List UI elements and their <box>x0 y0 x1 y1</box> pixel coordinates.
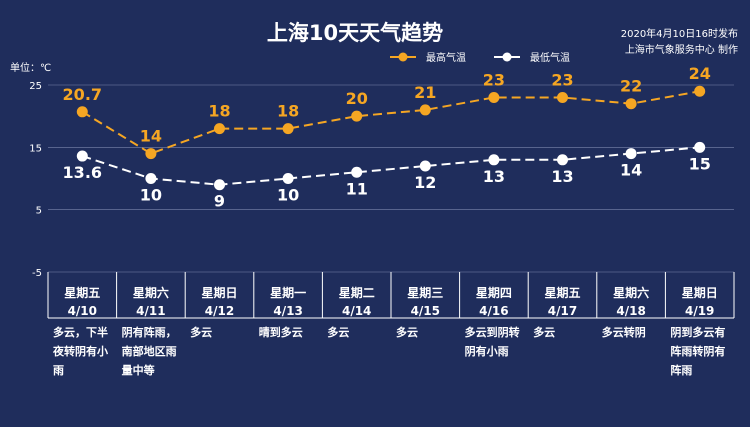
data-point-low <box>419 160 431 172</box>
data-point-high <box>145 148 157 160</box>
weather-condition: 多云 <box>327 325 349 339</box>
data-point-low <box>488 154 500 166</box>
weather-condition: 量中等 <box>122 363 155 377</box>
weather-condition: 多云 <box>533 325 555 339</box>
date-label: 4/12 <box>205 304 234 318</box>
y-tick-label: 5 <box>36 206 42 217</box>
data-point-high <box>625 98 637 110</box>
weekday-label: 星期四 <box>476 285 512 300</box>
data-label-high: 18 <box>277 102 299 121</box>
data-label-low: 9 <box>214 192 225 211</box>
weekday-label: 星期六 <box>613 285 649 300</box>
data-label-high: 23 <box>483 70 505 89</box>
date-label: 4/13 <box>273 304 302 318</box>
data-label-low: 14 <box>620 161 642 180</box>
weather-condition: 阴有阵雨， <box>122 325 177 339</box>
weekday-label: 星期三 <box>407 285 443 300</box>
data-point-low <box>694 141 706 153</box>
data-label-high: 24 <box>689 64 711 83</box>
weekday-label: 星期六 <box>133 285 169 300</box>
date-label: 4/14 <box>342 304 371 318</box>
weather-condition: 多云到阴转 <box>465 325 520 339</box>
y-axis-ticks: 25 15 5 -5 <box>29 81 42 279</box>
y-tick-label: -5 <box>32 268 42 279</box>
data-label-high: 20.7 <box>63 85 102 104</box>
data-label-high: 21 <box>414 83 436 102</box>
data-point-low <box>282 173 294 184</box>
weather-condition: 阴有小雨 <box>465 344 509 358</box>
data-point-low <box>214 179 225 191</box>
weekday-label: 星期日 <box>201 285 237 300</box>
data-label-high: 23 <box>551 70 573 89</box>
data-label-high: 22 <box>620 77 642 96</box>
data-point-high <box>282 123 294 135</box>
date-label: 4/10 <box>68 304 97 318</box>
weekday-label: 星期二 <box>339 285 375 300</box>
weather-condition: 夜转阴有小 <box>52 344 108 358</box>
date-label: 4/16 <box>479 304 508 318</box>
series-line-high <box>81 90 700 155</box>
weather-condition: 雨 <box>53 364 64 377</box>
data-point-high <box>557 91 568 103</box>
data-label-low: 15 <box>689 154 711 173</box>
data-point-low <box>351 166 363 178</box>
data-point-high <box>214 123 225 135</box>
data-label-low: 11 <box>346 179 368 198</box>
data-label-low: 13 <box>551 167 573 186</box>
weekday-label: 星期五 <box>544 285 580 300</box>
weekday-label: 星期日 <box>682 285 718 300</box>
data-label-low: 10 <box>140 186 162 205</box>
chart-title: 上海10天天气趋势 <box>267 21 443 45</box>
data-point-high <box>694 85 706 97</box>
weather-condition: 阴到多云有 <box>670 325 725 339</box>
data-label-high: 18 <box>208 102 230 121</box>
weather-condition: 南部地区雨 <box>122 344 177 358</box>
legend-high-label: 最高气温 <box>426 51 466 64</box>
data-point-low <box>625 148 637 160</box>
data-point-low <box>557 154 568 166</box>
series-line-low <box>81 146 700 186</box>
date-label: 4/18 <box>616 304 645 318</box>
data-point-high <box>351 110 363 122</box>
legend-high-marker <box>398 52 408 62</box>
data-point-high <box>488 91 500 103</box>
date-label: 4/17 <box>548 304 577 318</box>
weather-condition: 阵雨转阴有 <box>670 344 725 358</box>
data-point-low <box>145 173 157 184</box>
weather-condition: 晴到多云 <box>259 325 303 339</box>
data-label-high: 20 <box>346 89 368 108</box>
data-label-high: 14 <box>140 127 162 146</box>
data-label-low: 13.6 <box>63 163 102 182</box>
date-label: 4/15 <box>411 304 440 318</box>
data-label-low: 10 <box>277 186 299 205</box>
publish-time: 2020年4月10日16时发布 <box>621 27 738 40</box>
weekday-label: 星期五 <box>64 285 100 300</box>
data-point-low <box>76 150 88 162</box>
series-lines <box>76 85 706 191</box>
legend-low-label: 最低气温 <box>530 51 570 64</box>
legend: 最高气温 最低气温 <box>390 51 570 64</box>
data-point-high <box>76 106 88 118</box>
y-axis-unit: 单位：℃ <box>10 61 51 74</box>
data-label-low: 13 <box>483 167 505 186</box>
y-tick-label: 25 <box>29 81 42 92</box>
y-tick-label: 15 <box>29 143 42 154</box>
weather-condition: 阵雨 <box>670 363 692 377</box>
weekday-label: 星期一 <box>270 285 306 300</box>
weather-condition: 多云 <box>396 325 418 339</box>
data-point-high <box>419 104 431 116</box>
weather-condition: 多云 <box>190 325 212 339</box>
publisher: 上海市气象服务中心 制作 <box>625 43 738 56</box>
weather-condition: 多云，下半 <box>53 325 108 339</box>
date-label: 4/11 <box>136 304 165 318</box>
date-label: 4/19 <box>685 304 714 318</box>
legend-low-marker <box>502 52 512 62</box>
data-labels: 20.7 14 18 18 20 21 23 23 22 24 13.6 10 9 10 11 12 13 13 1… <box>63 64 711 211</box>
weather-condition: 多云转阴 <box>602 325 646 339</box>
data-label-low: 12 <box>414 173 436 192</box>
